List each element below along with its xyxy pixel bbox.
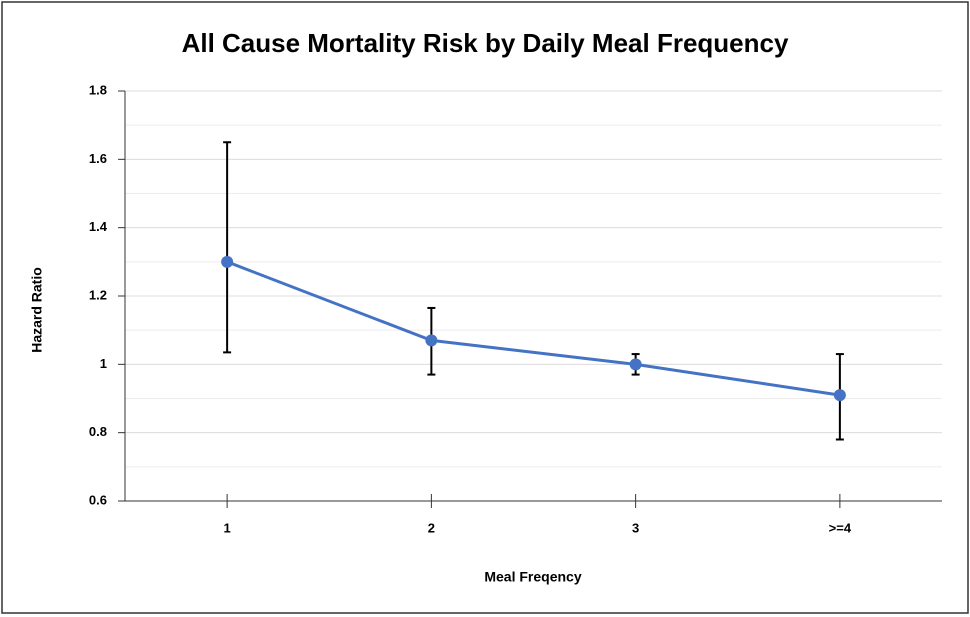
y-tick-label: 0.6 bbox=[89, 492, 107, 507]
x-tick-label: 2 bbox=[428, 520, 435, 535]
x-tick-label: 3 bbox=[632, 520, 639, 535]
y-tick-label: 1.8 bbox=[89, 82, 107, 97]
point bbox=[833, 389, 846, 402]
x-axis-label: Meal Freqency bbox=[484, 569, 581, 585]
point bbox=[425, 334, 438, 347]
y-tick-label: 1.2 bbox=[89, 287, 107, 302]
point bbox=[221, 255, 234, 268]
y-tick-label: 0.8 bbox=[89, 424, 107, 439]
line bbox=[226, 260, 841, 397]
y-axis-label: Hazard Ratio bbox=[29, 267, 45, 353]
chart-title: All Cause Mortality Risk by Daily Meal F… bbox=[182, 28, 789, 58]
y-tick-label: 1.6 bbox=[89, 151, 107, 166]
x-tick-label: >=4 bbox=[829, 520, 852, 535]
x-tick-label: 1 bbox=[224, 520, 231, 535]
point bbox=[629, 358, 642, 371]
y-tick-label: 1.4 bbox=[89, 219, 108, 234]
y-tick-label: 1 bbox=[100, 356, 107, 371]
